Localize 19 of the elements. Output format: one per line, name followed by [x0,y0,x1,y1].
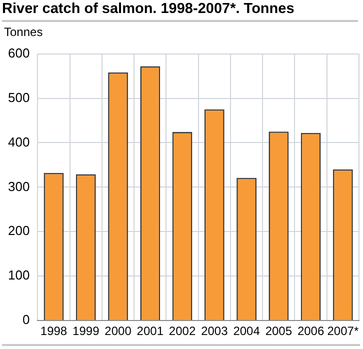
x-tick-label: 2002 [168,324,196,338]
chart-title: River catch of salmon. 1998-2007*. Tonnes [2,1,358,22]
y-tick-label: 600 [8,45,30,60]
x-tick-label: 2000 [104,324,132,338]
y-tick-label: 500 [8,90,30,105]
x-tick-label: 2001 [136,324,164,338]
x-tick-label: 2007* [327,324,359,338]
x-tick-label: 1998 [40,324,68,338]
y-tick-label: 400 [8,134,30,150]
x-tick-label: 2003 [201,324,228,338]
y-tick-label: 300 [8,178,30,194]
x-tick-label: 2004 [233,324,260,338]
x-tick-label: 2006 [297,324,324,338]
y-tick-label: 100 [8,268,30,283]
y-axis-title: Tonnes [4,25,43,39]
x-tick-label: 1999 [72,324,100,338]
y-tick-label: 200 [8,223,30,238]
y-tick-label: 0 [22,312,30,328]
x-tick-label: 2005 [265,324,292,338]
